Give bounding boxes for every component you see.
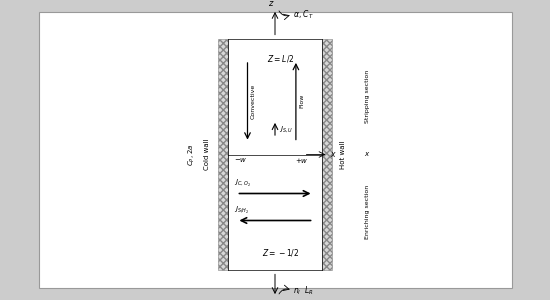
Text: Stripping section: Stripping section <box>365 70 370 123</box>
Text: Hot wall: Hot wall <box>340 140 345 169</box>
Bar <box>39 12 512 288</box>
Text: $J_{C,O_2}$: $J_{C,O_2}$ <box>234 178 251 189</box>
Text: $C_P$, $2a$: $C_P$, $2a$ <box>187 143 197 166</box>
Text: $x$: $x$ <box>330 150 337 159</box>
Text: $-w$: $-w$ <box>234 156 248 164</box>
Bar <box>218 39 228 270</box>
Text: Convective: Convective <box>251 84 256 119</box>
Bar <box>322 39 332 270</box>
Text: $J_{S/H_2}$: $J_{S/H_2}$ <box>234 205 249 216</box>
Text: z: z <box>268 0 273 8</box>
Text: Flow: Flow <box>299 94 304 108</box>
Text: $J_{S,U}$: $J_{S,U}$ <box>279 124 294 134</box>
Text: $Z = L/2$: $Z = L/2$ <box>267 52 294 64</box>
Text: Cold wall: Cold wall <box>205 139 210 170</box>
Text: $\alpha$, $C_T$: $\alpha$, $C_T$ <box>293 8 314 21</box>
Bar <box>228 39 322 270</box>
Text: $+w$: $+w$ <box>295 156 308 165</box>
Text: $n_l$  $L_R$: $n_l$ $L_R$ <box>293 284 314 297</box>
Text: $Z = -1/2$: $Z = -1/2$ <box>262 247 299 258</box>
Text: Enriching section: Enriching section <box>365 185 370 239</box>
Text: $x$: $x$ <box>364 151 371 158</box>
